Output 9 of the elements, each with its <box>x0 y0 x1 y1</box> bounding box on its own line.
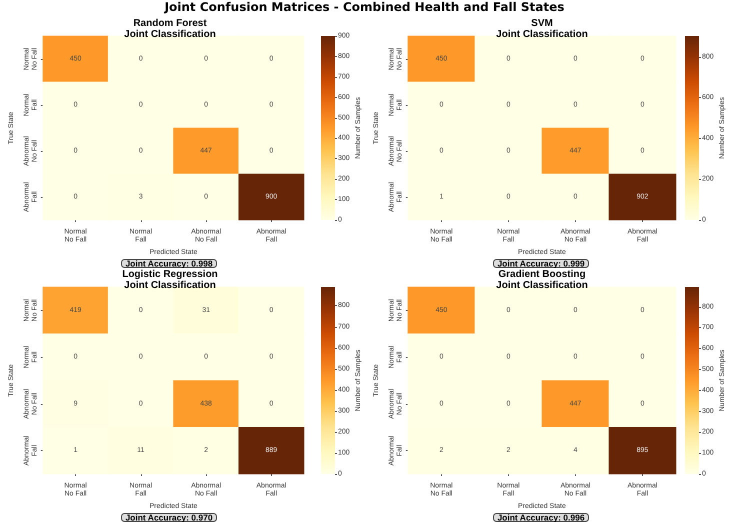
chart-title: Random Forest Joint Classification <box>124 18 216 40</box>
text: Joint Accuracy: 0.998 <box>125 258 213 268</box>
chart-title: Logistic Regression Joint Classification <box>122 269 218 291</box>
text: Joint Accuracy: 0.996 <box>497 512 585 522</box>
chart-title: Gradient Boosting Joint Classification <box>496 269 588 291</box>
chart-title: SVM Joint Classification <box>496 18 588 40</box>
text: Joint Accuracy: 0.970 <box>125 512 213 522</box>
text: Joint Confusion Matrices - Combined Health and Fall States <box>163 0 566 14</box>
text: Joint Accuracy: 0.999 <box>497 258 585 268</box>
